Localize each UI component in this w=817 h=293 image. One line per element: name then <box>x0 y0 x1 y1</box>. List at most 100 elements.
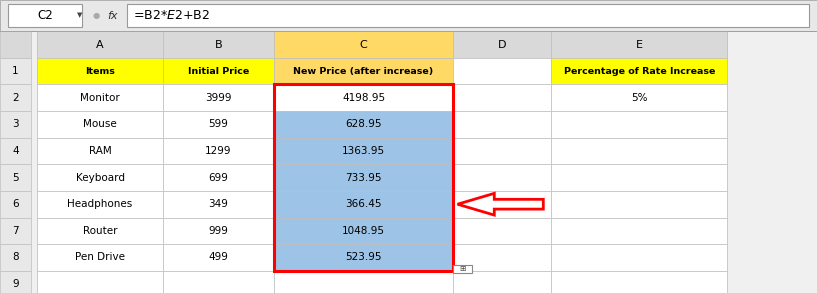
Bar <box>37 111 163 138</box>
Bar <box>274 271 453 293</box>
Bar <box>274 244 453 271</box>
Bar <box>551 31 727 58</box>
Bar <box>0 271 31 293</box>
Bar <box>274 84 453 111</box>
Text: 366.45: 366.45 <box>346 199 382 209</box>
Bar <box>274 164 453 191</box>
Bar <box>163 138 274 164</box>
Text: 3999: 3999 <box>205 93 232 103</box>
Bar <box>551 244 727 271</box>
Bar <box>37 84 163 111</box>
Bar <box>37 271 163 293</box>
Bar <box>37 138 163 164</box>
Bar <box>37 217 163 244</box>
Text: 3: 3 <box>12 119 19 130</box>
Bar <box>453 31 551 58</box>
Bar <box>274 164 453 191</box>
Text: Router: Router <box>83 226 118 236</box>
Text: 699: 699 <box>208 173 229 183</box>
Bar <box>163 58 274 84</box>
Bar <box>0 138 31 164</box>
Text: Initial Price: Initial Price <box>188 67 249 76</box>
Bar <box>0 111 31 138</box>
Text: 628.95: 628.95 <box>346 119 382 130</box>
Bar <box>453 217 551 244</box>
Bar <box>163 84 274 111</box>
Text: A: A <box>96 40 104 50</box>
Text: 4: 4 <box>12 146 19 156</box>
Bar <box>0 0 817 31</box>
Bar <box>37 217 163 244</box>
Bar <box>37 111 163 138</box>
Bar <box>274 31 453 58</box>
Text: 499: 499 <box>208 253 229 263</box>
Bar <box>163 217 274 244</box>
Bar <box>453 58 551 84</box>
Bar <box>551 244 727 271</box>
Text: 5%: 5% <box>631 93 648 103</box>
Bar <box>551 58 727 84</box>
Bar <box>163 271 274 293</box>
Bar <box>37 191 163 217</box>
Bar <box>163 164 274 191</box>
Text: D: D <box>498 40 507 50</box>
Bar <box>551 138 727 164</box>
Bar <box>453 244 551 271</box>
Bar <box>37 58 163 84</box>
Bar <box>163 31 274 58</box>
Bar <box>37 31 163 58</box>
Text: Pen Drive: Pen Drive <box>75 253 125 263</box>
Text: New Price (after increase): New Price (after increase) <box>293 67 434 76</box>
Bar <box>163 217 274 244</box>
Bar <box>163 191 274 217</box>
Bar <box>551 164 727 191</box>
Text: ▼: ▼ <box>78 13 83 19</box>
Bar <box>551 217 727 244</box>
Bar <box>551 217 727 244</box>
Bar <box>453 111 551 138</box>
Bar <box>274 138 453 164</box>
Bar <box>551 58 727 84</box>
Bar <box>551 31 727 58</box>
Bar <box>163 244 274 271</box>
Bar <box>453 164 551 191</box>
Bar <box>0 84 31 111</box>
Text: Monitor: Monitor <box>80 93 120 103</box>
Bar <box>163 138 274 164</box>
Text: 6: 6 <box>12 199 19 209</box>
Bar <box>453 111 551 138</box>
Bar <box>37 58 163 84</box>
Bar <box>274 31 453 58</box>
Bar <box>37 191 163 217</box>
Bar <box>163 31 274 58</box>
Text: 599: 599 <box>208 119 229 130</box>
Bar <box>453 191 551 217</box>
Bar <box>551 271 727 293</box>
Bar <box>453 31 551 58</box>
Bar <box>37 244 163 271</box>
Text: 1048.95: 1048.95 <box>342 226 385 236</box>
Bar <box>127 4 809 27</box>
Bar <box>453 265 472 273</box>
Bar <box>274 191 453 217</box>
Bar <box>453 84 551 111</box>
Bar <box>37 244 163 271</box>
Bar <box>274 111 453 138</box>
Bar <box>551 271 727 293</box>
Text: ⊞: ⊞ <box>459 264 466 273</box>
Bar <box>453 58 551 84</box>
Text: 8: 8 <box>12 253 19 263</box>
Polygon shape <box>458 193 543 215</box>
Bar <box>551 191 727 217</box>
Bar <box>163 84 274 111</box>
Text: ●: ● <box>93 11 100 20</box>
Text: 1363.95: 1363.95 <box>342 146 385 156</box>
Bar <box>274 217 453 244</box>
Bar <box>274 58 453 84</box>
Bar <box>274 271 453 293</box>
Bar <box>8 4 82 27</box>
Text: B: B <box>215 40 222 50</box>
Text: RAM: RAM <box>89 146 111 156</box>
Bar <box>0 58 31 84</box>
Bar <box>163 271 274 293</box>
